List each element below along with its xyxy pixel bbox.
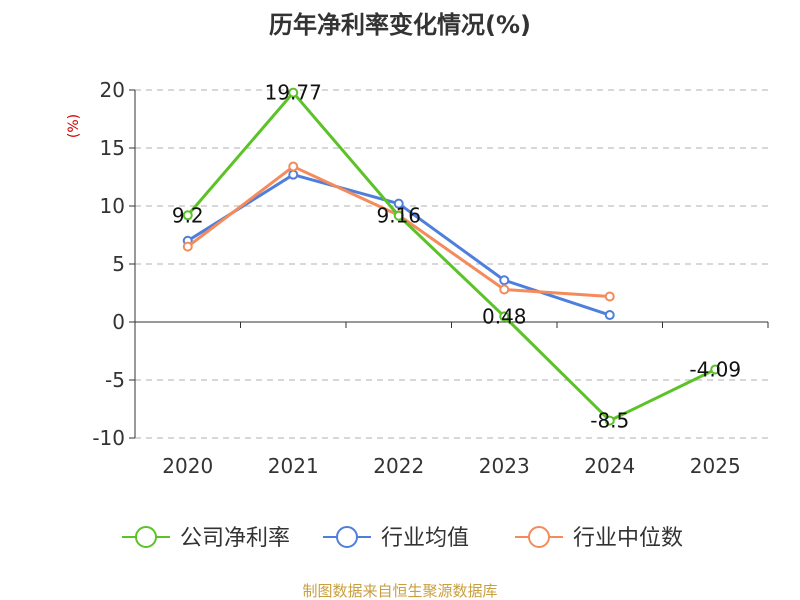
data-point	[182, 210, 193, 221]
legend-marker-icon	[336, 526, 358, 548]
axes	[134, 90, 768, 438]
x-tick-label: 2025	[690, 454, 741, 478]
y-tick-label: -5	[105, 368, 125, 392]
legend-label: 行业中位数	[573, 526, 683, 551]
data-point	[288, 161, 299, 172]
data-point	[604, 415, 615, 426]
legend-item[interactable]: 公司净利率	[122, 526, 290, 551]
data-point	[499, 275, 510, 286]
data-label: 0.48	[482, 304, 527, 328]
data-point	[393, 210, 404, 221]
data-label: 19.77	[265, 81, 322, 105]
data-point	[604, 310, 615, 321]
legend[interactable]: 公司净利率 行业均值 行业中位数	[122, 526, 683, 551]
legend-label: 公司净利率	[180, 526, 290, 551]
data-point	[393, 198, 404, 209]
data-point	[288, 87, 299, 98]
source-note: 制图数据来自恒生聚源数据库	[302, 582, 497, 600]
data-point	[182, 241, 193, 252]
x-tick-label: 2022	[373, 454, 424, 478]
x-tick-label: 2024	[584, 454, 635, 478]
data-label: -4.09	[689, 357, 741, 381]
x-tick-label: 2023	[479, 454, 530, 478]
y-tick-label: 20	[100, 78, 125, 102]
y-tick-label: 5	[112, 252, 125, 276]
y-axis-label: (%)	[66, 114, 82, 138]
x-axis-ticks: 2020 2021 2022 2023 2024 2025	[134, 322, 769, 478]
series-line	[186, 91, 716, 423]
legend-marker-icon	[528, 526, 550, 548]
legend-marker-icon	[135, 526, 157, 548]
legend-item[interactable]: 行业中位数	[515, 526, 683, 551]
chart-title: 历年净利率变化情况(%)	[269, 11, 531, 39]
series-line	[186, 165, 610, 298]
data-point	[499, 284, 510, 295]
y-tick-label: -10	[92, 426, 125, 450]
y-axis-ticks: 20 15 10 5 0 -5 -10	[92, 78, 135, 450]
legend-item[interactable]: 行业均值	[323, 526, 469, 551]
data-label: 9.16	[376, 204, 421, 228]
series-lines	[182, 87, 721, 426]
x-tick-label: 2021	[268, 454, 319, 478]
y-tick-label: 15	[100, 136, 125, 160]
data-point	[288, 169, 299, 180]
data-label: -8.5	[590, 409, 629, 433]
grid-lines	[135, 89, 768, 439]
series-line	[186, 173, 611, 317]
x-tick-label: 2020	[162, 454, 213, 478]
data-point	[604, 291, 615, 302]
y-tick-label: 0	[112, 310, 125, 334]
data-point	[710, 364, 721, 375]
data-labels: 9.2 19.77 9.16 0.48 -8.5 -4.09	[172, 81, 741, 433]
data-point	[499, 311, 510, 322]
data-label: 9.2	[172, 203, 204, 227]
legend-label: 行业均值	[381, 526, 469, 551]
y-tick-label: 10	[100, 194, 125, 218]
